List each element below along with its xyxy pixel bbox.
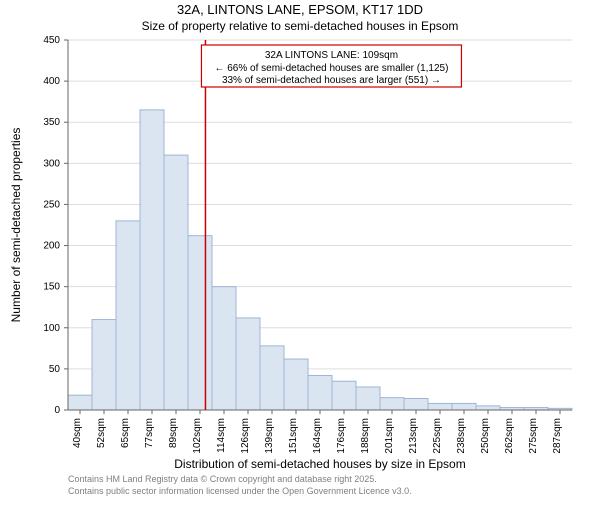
xtick-label: 176sqm [336,418,347,454]
bar [164,155,188,410]
ytick-label: 100 [43,323,60,334]
ytick-label: 400 [43,76,60,87]
ytick-label: 50 [49,364,61,375]
annotation-line3: 33% of semi-detached houses are larger (… [222,75,441,86]
ytick-label: 0 [54,405,60,416]
ytick-label: 150 [43,282,60,293]
bar [260,346,284,410]
xtick-label: 126sqm [240,418,251,454]
xtick-label: 114sqm [216,418,227,453]
xtick-label: 238sqm [456,418,467,454]
xtick-label: 275sqm [528,418,539,454]
chart-subtitle: Size of property relative to semi-detach… [142,19,459,33]
x-axis-label: Distribution of semi-detached houses by … [174,457,465,471]
histogram-chart: 32A, LINTONS LANE, EPSOM, KT17 1DD Size o… [0,0,600,500]
bar [476,406,500,410]
bar [452,403,476,410]
footer-line1: Contains HM Land Registry data © Crown c… [68,474,377,484]
xtick-label: 225sqm [432,418,443,454]
bar [380,398,404,410]
y-axis-label: Number of semi-detached properties [9,128,23,323]
xtick-label: 77sqm [144,418,155,448]
xtick-label: 102sqm [192,418,203,454]
bar [68,395,92,410]
xtick-label: 52sqm [96,418,107,448]
xtick-label: 65sqm [120,418,131,448]
bar [92,320,116,410]
bar [188,236,212,410]
bar [332,381,356,410]
xtick-label: 151sqm [288,418,299,454]
bar [236,318,260,410]
xtick-label: 139sqm [264,418,275,454]
xtick-label: 287sqm [552,418,563,454]
xtick-label: 89sqm [168,418,179,448]
ytick-label: 300 [43,158,60,169]
chart-title: 32A, LINTONS LANE, EPSOM, KT17 1DD [177,2,423,17]
annotation-line2: ← 66% of semi-detached houses are smalle… [214,63,448,74]
bar [140,110,164,410]
ytick-label: 200 [43,241,60,252]
bar [404,398,428,410]
ytick-label: 350 [43,117,60,128]
ytick-label: 250 [43,199,60,210]
bar [284,359,308,410]
bar [116,221,140,410]
bar [308,375,332,410]
xtick-label: 164sqm [312,418,323,454]
xtick-label: 188sqm [360,418,371,454]
footer-line2: Contains public sector information licen… [68,486,412,496]
ytick-label: 450 [43,35,60,46]
xtick-label: 40sqm [72,418,83,448]
bar [212,287,236,410]
annotation-line1: 32A LINTONS LANE: 109sqm [265,50,398,61]
xtick-label: 262sqm [504,418,515,454]
bar [428,403,452,410]
xtick-label: 201sqm [384,418,395,454]
xtick-label: 213sqm [408,418,419,454]
bar [356,387,380,410]
xtick-label: 250sqm [480,418,491,454]
